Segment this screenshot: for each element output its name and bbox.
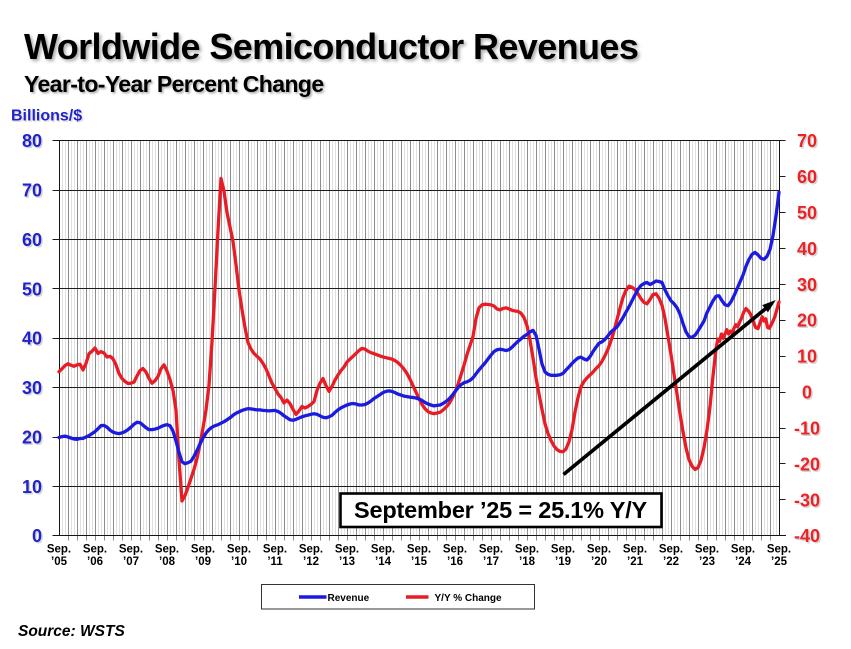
svg-text:-10: -10 xyxy=(795,420,821,440)
svg-text:Sep.: Sep. xyxy=(731,544,755,556)
svg-text:30: 30 xyxy=(797,275,817,295)
svg-text:-20: -20 xyxy=(795,456,821,476)
svg-text:60: 60 xyxy=(22,230,42,250)
svg-text:-10: -10 xyxy=(794,419,820,439)
svg-text:10: 10 xyxy=(797,347,817,367)
svg-text:70: 70 xyxy=(22,181,42,201)
svg-text:50: 50 xyxy=(23,281,43,301)
svg-text:30: 30 xyxy=(23,380,43,400)
svg-text:-40: -40 xyxy=(794,526,820,546)
svg-text:’23: ’23 xyxy=(699,556,715,568)
svg-text:Sep.: Sep. xyxy=(623,544,647,556)
svg-text:0: 0 xyxy=(803,384,813,404)
svg-text:Sep.: Sep. xyxy=(659,544,683,556)
svg-text:40: 40 xyxy=(22,329,42,349)
svg-text:Sep.: Sep. xyxy=(407,544,431,556)
svg-text:’11: ’11 xyxy=(267,556,283,568)
svg-text:Sep.: Sep. xyxy=(263,544,287,556)
svg-text:70: 70 xyxy=(798,133,818,153)
svg-text:70: 70 xyxy=(797,131,817,151)
svg-text:September ’25 = 25.1% Y/Y: September ’25 = 25.1% Y/Y xyxy=(354,497,648,523)
svg-text:20: 20 xyxy=(798,312,818,332)
svg-text:30: 30 xyxy=(798,276,818,296)
svg-text:50: 50 xyxy=(798,205,818,225)
svg-text:Billions/$: Billions/$ xyxy=(11,108,82,125)
svg-text:’13: ’13 xyxy=(339,556,355,568)
svg-text:-30: -30 xyxy=(795,492,821,512)
svg-text:’09: ’09 xyxy=(195,556,211,568)
svg-text:Sep.: Sep. xyxy=(191,544,215,556)
svg-text:Sep.: Sep. xyxy=(119,544,143,556)
svg-text:Sep.: Sep. xyxy=(299,544,323,556)
svg-text:70: 70 xyxy=(23,182,43,202)
svg-text:-40: -40 xyxy=(795,528,821,548)
svg-text:Y/Y % Change: Y/Y % Change xyxy=(435,593,502,604)
svg-text:60: 60 xyxy=(23,232,43,252)
svg-text:Sep.: Sep. xyxy=(83,544,107,556)
svg-text:50: 50 xyxy=(22,279,42,299)
svg-text:80: 80 xyxy=(23,133,43,153)
svg-text:20: 20 xyxy=(22,427,42,447)
svg-text:20: 20 xyxy=(797,311,817,331)
svg-text:Sep.: Sep. xyxy=(767,544,791,556)
svg-text:’10: ’10 xyxy=(231,556,247,568)
svg-text:-30: -30 xyxy=(794,490,820,510)
svg-text:Sep.: Sep. xyxy=(227,544,251,556)
svg-text:’08: ’08 xyxy=(159,556,176,568)
svg-text:0: 0 xyxy=(33,528,43,548)
svg-text:0: 0 xyxy=(802,383,812,403)
svg-text:10: 10 xyxy=(23,478,43,498)
svg-text:Billions/$: Billions/$ xyxy=(13,109,84,126)
svg-text:’18: ’18 xyxy=(519,556,536,568)
svg-text:’20: ’20 xyxy=(591,556,607,568)
svg-text:80: 80 xyxy=(22,131,42,151)
svg-text:Sep.: Sep. xyxy=(155,544,179,556)
svg-text:’21: ’21 xyxy=(627,556,644,568)
svg-text:’24: ’24 xyxy=(735,556,752,568)
svg-text:’05: ’05 xyxy=(51,556,68,568)
svg-text:30: 30 xyxy=(22,378,42,398)
svg-text:Revenue: Revenue xyxy=(328,593,370,604)
svg-text:40: 40 xyxy=(797,239,817,259)
svg-text:-20: -20 xyxy=(794,454,820,474)
svg-text:’16: ’16 xyxy=(447,556,463,568)
svg-text:60: 60 xyxy=(797,167,817,187)
svg-text:50: 50 xyxy=(797,203,817,223)
svg-text:Sep.: Sep. xyxy=(587,544,611,556)
svg-text:Sep.: Sep. xyxy=(443,544,467,556)
svg-text:20: 20 xyxy=(23,429,43,449)
svg-text:’17: ’17 xyxy=(483,556,499,568)
svg-text:’19: ’19 xyxy=(555,556,571,568)
svg-text:’22: ’22 xyxy=(663,556,679,568)
svg-text:Sep.: Sep. xyxy=(47,544,71,556)
svg-text:Sep.: Sep. xyxy=(479,544,503,556)
svg-text:’15: ’15 xyxy=(411,556,428,568)
svg-text:Sep.: Sep. xyxy=(371,544,395,556)
svg-text:10: 10 xyxy=(798,348,818,368)
svg-text:’07: ’07 xyxy=(123,556,139,568)
svg-text:Sep.: Sep. xyxy=(335,544,359,556)
svg-text:Sep.: Sep. xyxy=(551,544,575,556)
svg-text:’12: ’12 xyxy=(303,556,319,568)
svg-text:Sep.: Sep. xyxy=(695,544,719,556)
svg-text:60: 60 xyxy=(798,169,818,189)
svg-text:’25: ’25 xyxy=(771,556,788,568)
svg-text:40: 40 xyxy=(23,330,43,350)
svg-text:’06: ’06 xyxy=(87,556,103,568)
svg-text:40: 40 xyxy=(798,240,818,260)
svg-text:Sep.: Sep. xyxy=(515,544,539,556)
svg-text:10: 10 xyxy=(22,477,42,497)
svg-text:0: 0 xyxy=(32,526,42,546)
svg-text:’14: ’14 xyxy=(375,556,392,568)
